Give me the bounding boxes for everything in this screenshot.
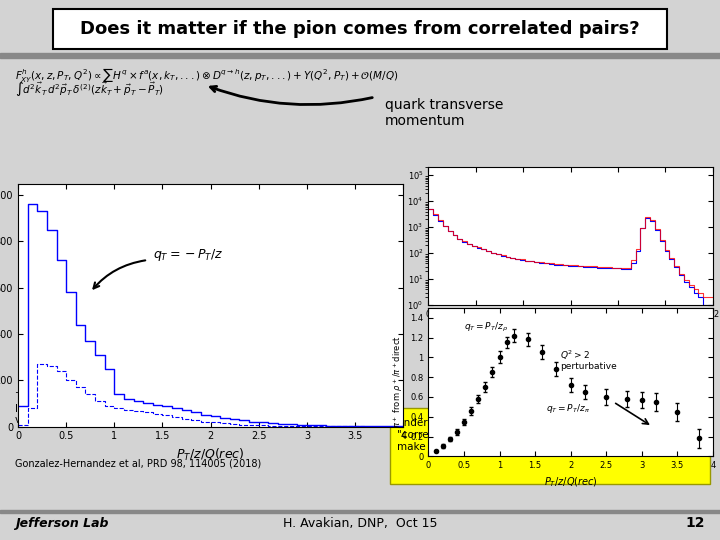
X-axis label: $M_{e+e-}$: $M_{e+e-}$: [554, 325, 588, 339]
Text: $F^h_{XY}(x,z,P_T,Q^2) \propto \sum H^q \times f^a(x,k_T,...) \otimes D^{q\to h}: $F^h_{XY}(x,z,P_T,Q^2) \propto \sum H^q …: [15, 66, 398, 84]
Text: $Q^2>2$: $Q^2>2$: [560, 349, 590, 362]
FancyBboxPatch shape: [390, 408, 710, 484]
Text: perturbative: perturbative: [560, 362, 617, 371]
Bar: [0, 510, 720, 513]
Text: Does it matter if the pion comes from correlated pairs?: Does it matter if the pion comes from co…: [80, 20, 640, 38]
FancyBboxPatch shape: [53, 9, 667, 49]
Text: $q_T=P_T/z_\rho$: $q_T=P_T/z_\rho$: [464, 321, 508, 334]
Text: 12: 12: [685, 516, 705, 530]
Text: $q_T = -P_T/z$: $q_T = -P_T/z$: [153, 247, 223, 262]
Text: H. Avakian, DNP,  Oct 15: H. Avakian, DNP, Oct 15: [283, 516, 437, 530]
Text: Jefferson Lab: Jefferson Lab: [15, 516, 109, 530]
Y-axis label: $\pi^+$ from $\rho^+/\pi^+$direct: $\pi^+$ from $\rho^+/\pi^+$direct: [391, 336, 405, 428]
Bar: [0, 53, 720, 58]
Text: understanding the fraction of pions from
"correlated dihadrons" will be importan: understanding the fraction of pions from…: [397, 418, 621, 452]
X-axis label: $P_T/z/Q(rec)$: $P_T/z/Q(rec)$: [544, 476, 598, 489]
Text: $q_T=P_T/z_\pi$: $q_T=P_T/z_\pi$: [546, 402, 590, 415]
Text: Gonzalez-Hernandez et al, PRD 98, 114005 (2018): Gonzalez-Hernandez et al, PRD 98, 114005…: [15, 458, 261, 468]
Text: $\int d^2\vec{k}_T\,d^2\vec{p}_T\,\delta^{(2)}(z\vec{k}_T + \vec{p}_T - \vec{P}_: $\int d^2\vec{k}_T\,d^2\vec{p}_T\,\delta…: [15, 81, 164, 99]
Text: The measurements disagree with leading order and next-to-
leading order calculat: The measurements disagree with leading o…: [15, 392, 365, 425]
X-axis label: $P_T/z/Q(rec)$: $P_T/z/Q(rec)$: [176, 447, 245, 463]
Text: quark transverse
momentum: quark transverse momentum: [385, 98, 503, 128]
